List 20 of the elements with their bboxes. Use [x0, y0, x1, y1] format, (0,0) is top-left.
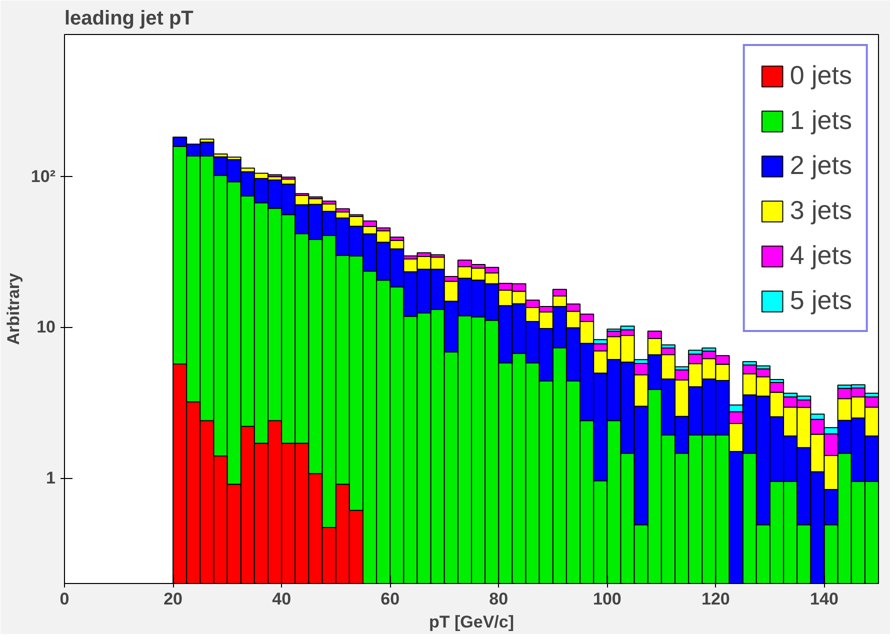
legend-label: 1 jets	[790, 105, 852, 136]
x-tick-label: 40	[272, 590, 292, 608]
x-tick-label: 120	[702, 590, 730, 608]
x-tick-label: 60	[380, 590, 400, 608]
y-axis-title: Arbitrary	[4, 272, 23, 345]
y-tick-label: 10	[36, 318, 56, 337]
y-tick-label: 1	[46, 468, 56, 488]
legend-label: 4 jets	[790, 240, 852, 271]
x-tick-label: 80	[489, 590, 508, 608]
chart-title: leading jet pT	[64, 8, 194, 30]
legend-label: 5 jets	[790, 285, 852, 316]
legend-label: 2 jets	[790, 150, 852, 181]
x-tick-label: 0	[60, 590, 70, 608]
legend-label: 0 jets	[790, 60, 852, 91]
legend-label: 3 jets	[790, 195, 852, 226]
x-tick-label: 20	[164, 590, 182, 608]
x-tick-label: 100	[592, 590, 622, 608]
x-axis-title: pT [GeV/c]	[428, 612, 514, 632]
y-tick-label: 10²	[30, 166, 56, 186]
x-tick-label: 140	[810, 590, 838, 608]
